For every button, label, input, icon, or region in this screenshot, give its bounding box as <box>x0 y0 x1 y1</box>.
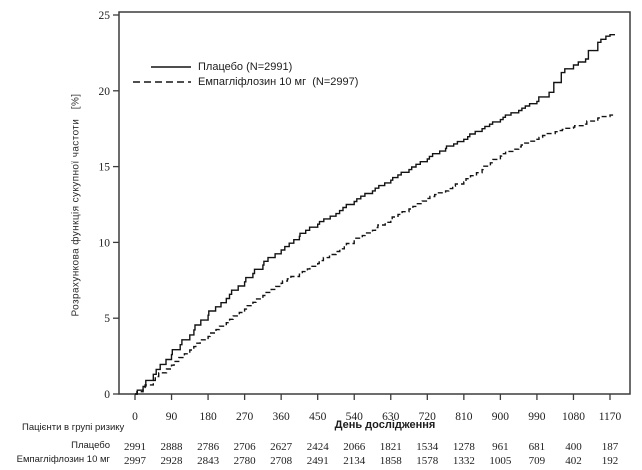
y-tick-label: 5 <box>104 313 110 325</box>
curve-placebo <box>135 34 615 395</box>
at-risk-value: 400 <box>565 441 582 453</box>
y-tick-label: 10 <box>99 237 111 249</box>
y-tick-label: 15 <box>99 162 111 174</box>
x-tick-label: 450 <box>309 411 327 423</box>
at-risk-value: 1534 <box>416 441 439 453</box>
at-risk-value: 1578 <box>416 455 439 467</box>
dashed-line-icon <box>133 81 191 83</box>
at-risk-value: 2888 <box>161 441 184 453</box>
at-risk-value: 709 <box>529 455 546 467</box>
at-risk-value: 2491 <box>307 455 329 467</box>
at-risk-value: 2843 <box>197 455 220 467</box>
x-tick-label: 270 <box>236 411 254 423</box>
x-tick-label: 0 <box>132 411 138 423</box>
x-axis-title: День дослідження <box>334 419 436 431</box>
x-tick-label: 1170 <box>599 411 622 423</box>
at-risk-value: 2134 <box>343 455 366 467</box>
at-risk-value: 192 <box>602 455 619 467</box>
at-risk-value: 2997 <box>124 455 147 467</box>
at-risk-value: 2424 <box>307 441 330 453</box>
x-tick-label: 90 <box>166 411 178 423</box>
y-tick-label: 25 <box>99 10 111 22</box>
legend-item-empagliflozin: Емпагліфлозин 10 мг (N=2997) <box>133 74 358 89</box>
at-risk-value: 2708 <box>270 455 293 467</box>
at-risk-table-title: Пацієнти в групі ризику <box>22 422 125 433</box>
at-risk-value: 1005 <box>489 455 512 467</box>
x-tick-label: 900 <box>492 411 510 423</box>
at-risk-value: 2780 <box>234 455 257 467</box>
legend-label-empagliflozin: Емпагліфлозин 10 мг (N=2997) <box>198 75 359 88</box>
at-risk-value: 1858 <box>380 455 403 467</box>
at-risk-row-label-empagliflozin: Емпагліфлозин 10 мг <box>16 454 110 465</box>
y-tick-label: 0 <box>104 389 110 401</box>
x-tick-label: 360 <box>273 411 291 423</box>
x-tick-label: 630 <box>382 411 400 423</box>
at-risk-value: 681 <box>529 441 546 453</box>
y-tick-label: 20 <box>99 86 111 98</box>
at-risk-value: 2928 <box>161 455 184 467</box>
at-risk-value: 2706 <box>234 441 257 453</box>
at-risk-value: 402 <box>565 455 582 467</box>
plot-border <box>118 11 631 395</box>
at-risk-value: 1332 <box>453 455 475 467</box>
x-tick-label: 180 <box>199 411 217 423</box>
at-risk-value: 961 <box>492 441 509 453</box>
x-tick-label: 540 <box>346 411 364 423</box>
at-risk-value: 187 <box>602 441 619 453</box>
solid-line-icon <box>151 66 191 68</box>
legend: Плацебо (N=2991) Емпагліфлозин 10 мг (N=… <box>133 59 358 89</box>
x-tick-label: 990 <box>528 411 546 423</box>
x-tick-label: 810 <box>455 411 473 423</box>
at-risk-value: 1821 <box>380 441 402 453</box>
at-risk-value: 2991 <box>124 441 146 453</box>
at-risk-value: 2786 <box>197 441 220 453</box>
at-risk-value: 1278 <box>453 441 476 453</box>
y-axis-label: Розрахункова функція сукупної частоти [%… <box>70 93 82 317</box>
x-tick-label: 1080 <box>562 411 585 423</box>
curve-empagliflozin-10mg <box>135 114 615 395</box>
x-tick-label: 720 <box>419 411 437 423</box>
legend-item-placebo: Плацебо (N=2991) <box>133 59 358 74</box>
at-risk-value: 2066 <box>343 441 366 453</box>
at-risk-value: 2627 <box>270 441 293 453</box>
at-risk-row-label-placebo: Плацебо <box>71 440 110 451</box>
legend-label-placebo: Плацебо (N=2991) <box>198 60 293 73</box>
